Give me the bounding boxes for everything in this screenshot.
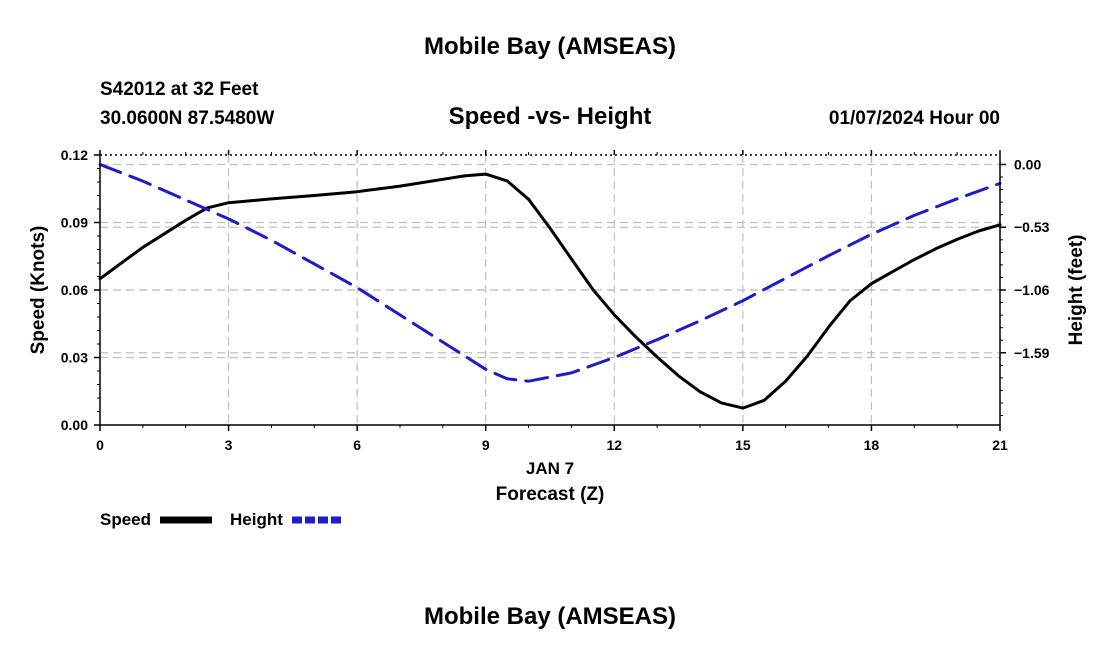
- y-tick-label: 0.00: [61, 417, 88, 433]
- y-tick-label: 0.03: [61, 350, 88, 366]
- series-speed-line: [98, 172, 1002, 410]
- x-tick-label: 12: [606, 437, 622, 453]
- series-height-line: [98, 163, 1002, 383]
- x-sublabel: JAN 7: [526, 459, 574, 478]
- location-label: 30.0600N 87.5480W: [100, 108, 274, 129]
- chart-header-title: Mobile Bay (AMSEAS): [424, 33, 676, 60]
- datetime-label: 01/07/2024 Hour 00: [829, 108, 1000, 129]
- x-tick-label: 9: [482, 437, 490, 453]
- x-tick-label: 3: [225, 437, 233, 453]
- y2-tick-label: −0.53: [1014, 219, 1050, 235]
- y2-tick-label: 0.00: [1014, 156, 1041, 172]
- legend-height-label: Height: [230, 510, 283, 529]
- grid: [100, 155, 1000, 425]
- x-axis-label: Forecast (Z): [496, 484, 605, 505]
- x-tick-label: 15: [735, 437, 751, 453]
- y2-tick-label: −1.59: [1014, 345, 1050, 361]
- y-tick-label: 0.09: [61, 215, 88, 231]
- y-tick-label: 0.12: [61, 147, 88, 163]
- x-tick-label: 0: [96, 437, 104, 453]
- y2-axis-label: Height (feet): [1066, 235, 1087, 346]
- x-tick-label: 18: [864, 437, 880, 453]
- y-tick-label: 0.06: [61, 282, 88, 298]
- chart-title: Speed -vs- Height: [449, 103, 652, 130]
- legend-speed-label: Speed: [100, 510, 151, 529]
- ticks: 0 3 6 9 12 15 18 21 0.00 0.03 0.06 0.09 0.12 0.00 −0.5…: [61, 147, 1050, 453]
- series-layer: [98, 163, 1002, 410]
- y2-tick-label: −1.06: [1014, 282, 1050, 298]
- station-label: S42012 at 32 Feet: [100, 79, 259, 100]
- footer-title: Mobile Bay (AMSEAS): [424, 603, 676, 630]
- x-tick-label: 21: [992, 437, 1008, 453]
- x-tick-label: 6: [353, 437, 361, 453]
- y-axis-label: Speed (Knots): [28, 226, 49, 355]
- legend: Speed Height: [100, 510, 342, 529]
